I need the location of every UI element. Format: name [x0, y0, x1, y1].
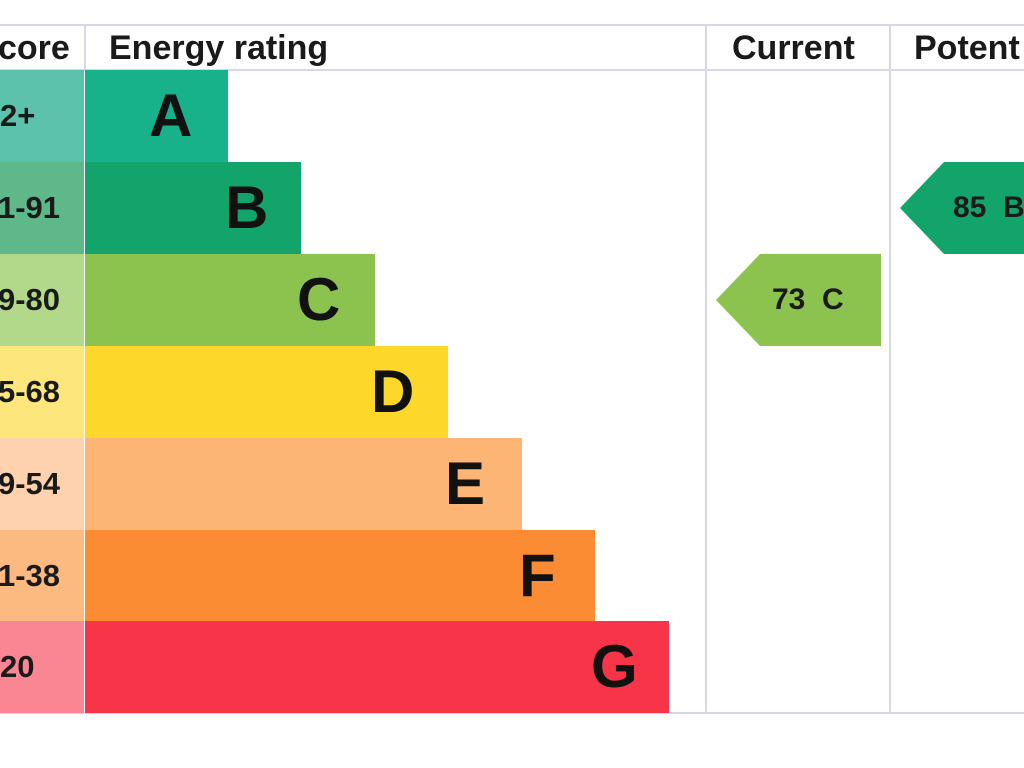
grid-line-top — [0, 24, 1024, 26]
score-range-f: 1-38 — [0, 530, 84, 622]
header-potential: Potent — [914, 29, 1020, 67]
score-range-c: 9-80 — [0, 254, 84, 346]
rating-bar-f: F — [85, 530, 595, 622]
header-current: Current — [732, 29, 855, 67]
potential-rating-label: 85 B — [953, 191, 1024, 224]
score-range-a: 2+ — [0, 70, 84, 162]
rating-bar-a: A — [85, 70, 228, 162]
potential-marker-shape — [900, 162, 1024, 254]
header-score: core — [0, 29, 70, 67]
score-range-d: 5-68 — [0, 346, 84, 438]
rating-letter-b: B — [225, 174, 269, 241]
score-range-e: 9-54 — [0, 438, 84, 530]
rating-letter-d: D — [371, 358, 415, 425]
score-range-b: 1-91 — [0, 162, 84, 254]
score-range-g: 20 — [0, 621, 84, 713]
header-energy-rating: Energy rating — [109, 29, 329, 67]
rating-letter-e: E — [445, 450, 486, 517]
current-marker-shape — [716, 254, 881, 346]
grid-line-score-divider — [84, 24, 86, 71]
rating-letter-f: F — [519, 542, 556, 609]
rating-bar-d: D — [85, 346, 448, 438]
current-marker-arrow — [716, 254, 881, 346]
potential-marker-arrow — [900, 162, 1024, 254]
rating-bar-e: E — [85, 438, 522, 530]
rating-letter-a: A — [149, 82, 193, 149]
grid-line-bottom — [0, 712, 1024, 714]
grid-line-current-left — [705, 24, 707, 714]
rating-bar-c: C — [85, 254, 375, 346]
rating-bar-b: B — [85, 162, 301, 254]
rating-letter-g: G — [591, 633, 638, 700]
rating-bar-g: G — [85, 621, 669, 713]
grid-line-current-right — [889, 24, 891, 714]
grid-line-header — [0, 69, 1024, 71]
rating-letter-c: C — [297, 266, 341, 333]
current-rating-label: 73 C — [772, 283, 844, 316]
potential-rating-marker: 85 B — [900, 162, 1024, 254]
current-rating-marker: 73 C — [716, 254, 881, 346]
